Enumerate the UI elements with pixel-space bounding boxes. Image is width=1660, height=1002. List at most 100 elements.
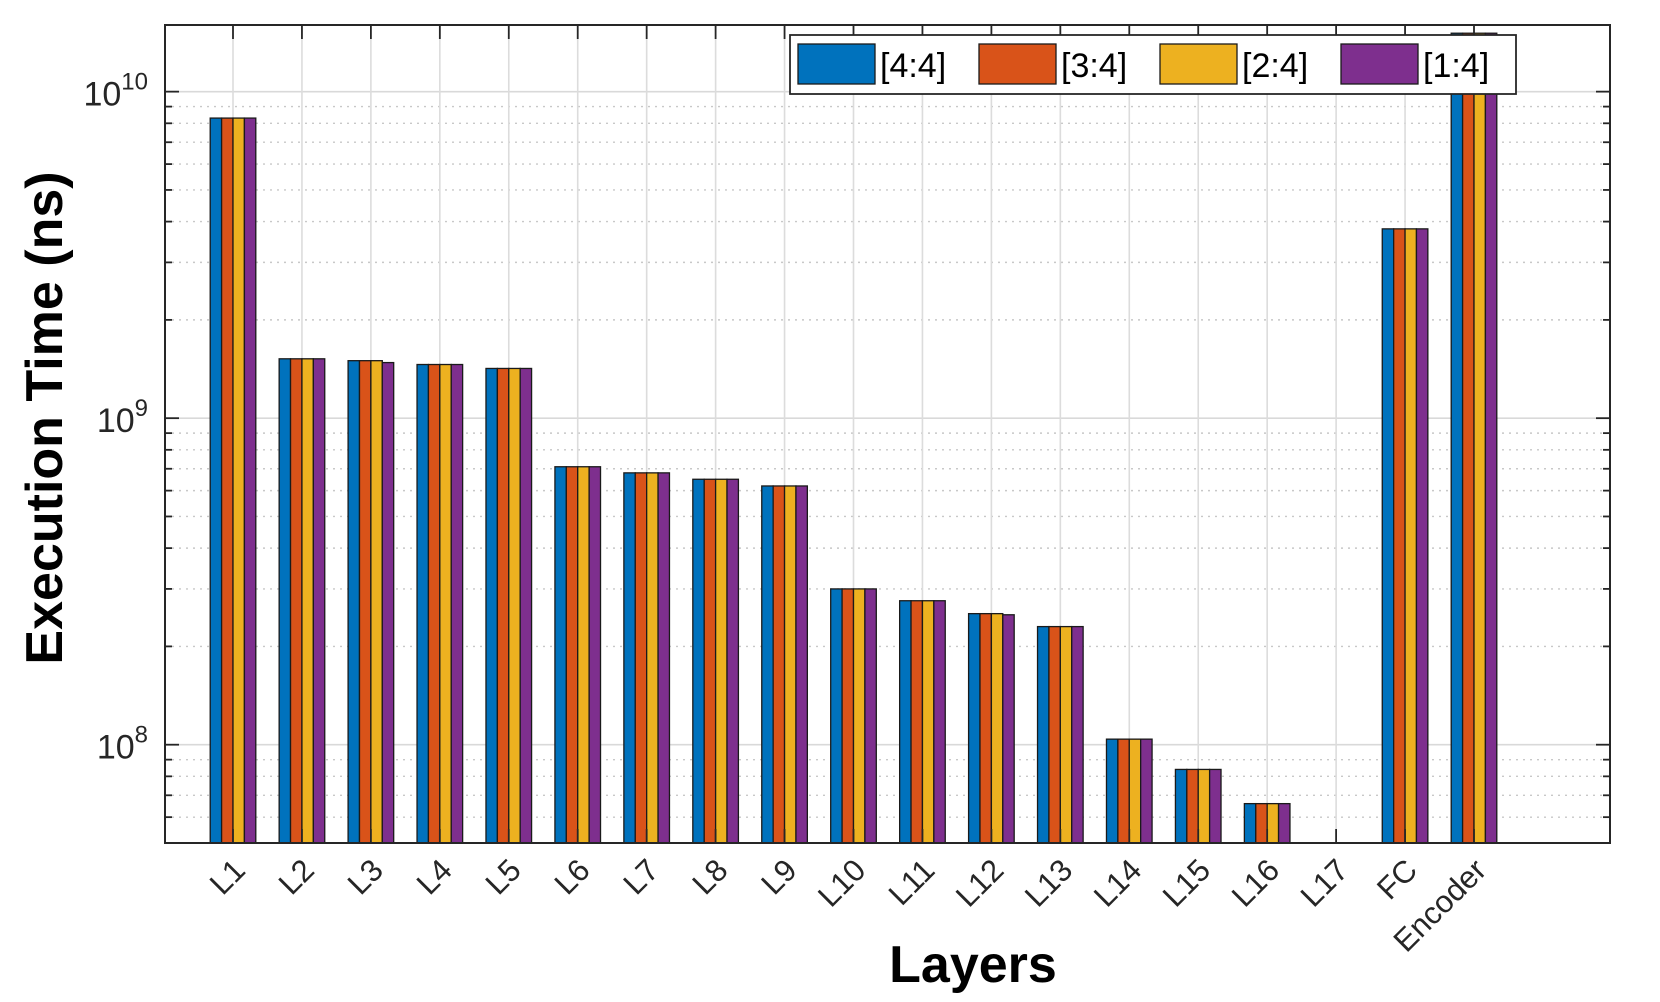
bar-l15-series-1 <box>1174 768 1188 844</box>
bar-l6-series-3 <box>577 466 590 844</box>
bar-l12-series-2 <box>979 612 993 844</box>
y-tick-label: 108 <box>97 722 148 767</box>
bar-l7-series-1 <box>623 472 636 844</box>
bar-l7-series-3 <box>646 472 659 844</box>
x-tick-label: L14 <box>1087 852 1148 913</box>
x-tick-label: L17 <box>1294 852 1355 913</box>
bar-l14-series-1 <box>1105 738 1119 844</box>
bar-l2-series-4 <box>312 358 326 844</box>
x-axis-title: Layers <box>889 936 1057 994</box>
bar-l7-series-4 <box>657 472 671 844</box>
bar-l4-series-4 <box>450 363 464 844</box>
y-tick-base: 10 <box>83 76 121 114</box>
bar-l16-series-2 <box>1255 802 1268 844</box>
x-tick-labels: L1 L2 L3 L4 L5 L6 L7 L8 L9 L10 L11 L12 L13 L14 L15 L16 L… <box>203 852 1493 958</box>
bar-l9-series-2 <box>772 485 786 844</box>
bar-l11-series-2 <box>910 600 924 844</box>
bar-l10-series-4 <box>864 588 877 844</box>
bar-fc-series-1 <box>1381 228 1395 844</box>
bar-l13-series-2 <box>1048 625 1061 844</box>
bar-l14-series-3 <box>1128 738 1142 844</box>
bar-l3-series-1 <box>347 360 361 844</box>
bar-l4-series-2 <box>427 363 441 844</box>
axis-ticks <box>165 25 1610 843</box>
x-tick-label: L3 <box>341 852 390 901</box>
bar-l13-series-3 <box>1059 625 1073 844</box>
x-tick-label: L15 <box>1156 852 1217 913</box>
bar-fc-series-2 <box>1393 228 1406 844</box>
bar-l16-series-1 <box>1243 802 1257 844</box>
bar-l8-series-1 <box>692 478 705 844</box>
bar-l8-series-2 <box>703 478 717 844</box>
bar-l16-series-4 <box>1277 802 1291 844</box>
bar-l16-series-3 <box>1266 802 1280 844</box>
bar-l6-series-2 <box>565 466 579 844</box>
bar-l13-series-4 <box>1071 625 1084 844</box>
bar-l8-series-4 <box>726 478 740 844</box>
x-tick-label: L12 <box>949 852 1010 913</box>
x-tick-label: L13 <box>1018 852 1079 913</box>
bar-l9-series-1 <box>761 485 774 844</box>
bar-l5-series-4 <box>519 367 533 844</box>
bars <box>209 32 1498 844</box>
x-tick-label: L4 <box>410 852 459 901</box>
x-tick-label: L10 <box>811 852 872 913</box>
y-tick-exponent: 10 <box>121 69 148 96</box>
bar-l15-series-3 <box>1197 768 1211 844</box>
plot-area <box>165 25 1610 843</box>
bar-l2-series-1 <box>278 358 292 844</box>
bar-l1-series-3 <box>232 117 246 844</box>
bar-l10-series-1 <box>830 588 843 844</box>
legend-label-4: [1:4] <box>1423 47 1489 85</box>
bar-encoder-series-3 <box>1473 32 1487 844</box>
bar-l12-series-4 <box>1002 614 1015 844</box>
legend-label-2: [3:4] <box>1061 47 1127 85</box>
bar-l4-series-1 <box>416 363 430 844</box>
x-tick-label: L9 <box>754 852 803 901</box>
y-tick-base: 10 <box>97 729 135 767</box>
x-tick-label: L7 <box>616 852 665 901</box>
bar-l9-series-4 <box>795 485 809 844</box>
x-tick-label: L11 <box>882 852 942 912</box>
x-tick-label: L6 <box>548 852 597 901</box>
bar-l1-series-1 <box>209 117 223 844</box>
bar-l11-series-1 <box>898 600 912 844</box>
bar-l1-series-4 <box>243 117 257 844</box>
x-tick-label: L1 <box>203 852 252 901</box>
bar-l15-series-4 <box>1208 768 1222 844</box>
x-tick-label: FC <box>1370 852 1424 906</box>
bar-l3-series-2 <box>358 360 372 844</box>
bar-l11-series-3 <box>921 600 935 844</box>
y-tick-label: 1010 <box>83 69 148 114</box>
bar-l12-series-3 <box>990 612 1004 844</box>
y-tick-exponent: 9 <box>135 395 148 422</box>
bar-l14-series-4 <box>1140 738 1153 844</box>
bar-l2-series-3 <box>301 358 314 844</box>
x-tick-label: L16 <box>1225 852 1286 913</box>
bar-l5-series-3 <box>508 367 521 844</box>
bar-l12-series-1 <box>967 612 981 844</box>
bar-encoder-series-2 <box>1461 32 1475 844</box>
x-tick-label: L5 <box>479 852 528 901</box>
bar-l3-series-4 <box>381 361 395 844</box>
bar-l3-series-3 <box>370 360 383 844</box>
bar-l7-series-2 <box>634 472 648 844</box>
y-tick-exponent: 8 <box>135 722 148 749</box>
bar-l8-series-3 <box>714 478 728 844</box>
bar-l2-series-2 <box>289 358 303 844</box>
legend-swatch-3 <box>1159 43 1238 85</box>
legend-swatch-2 <box>978 43 1057 85</box>
bar-l15-series-2 <box>1186 768 1199 844</box>
bar-l6-series-1 <box>554 466 567 844</box>
bar-l11-series-4 <box>933 600 946 844</box>
bar-fc-series-3 <box>1404 228 1418 844</box>
bar-l4-series-3 <box>439 363 452 844</box>
legend-label-3: [2:4] <box>1242 47 1308 85</box>
bar-l13-series-1 <box>1036 625 1050 844</box>
bar-l10-series-3 <box>852 588 866 844</box>
bar-l5-series-2 <box>496 367 510 844</box>
bar-l1-series-2 <box>220 117 234 844</box>
legend-label-1: [4:4] <box>880 47 946 85</box>
